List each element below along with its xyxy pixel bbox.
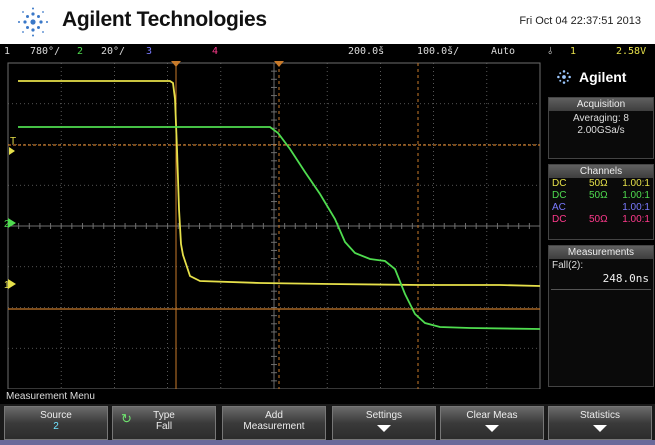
trigger-level[interactable]: 2.58V: [616, 46, 647, 57]
channel-impedance: 50Ω: [589, 190, 608, 201]
channel-impedance: 50Ω: [589, 178, 608, 189]
bottom-strip: [0, 440, 655, 445]
ch1-scale[interactable]: 780°/: [30, 46, 61, 57]
ch2-ground-marker[interactable]: 2: [4, 218, 16, 230]
softkey-bar: Source 2 ↻ Type Fall Add Measurement Set…: [0, 404, 655, 440]
add-label: Add: [265, 410, 283, 421]
ch2-scale[interactable]: 20°/: [101, 46, 126, 57]
ch2-number[interactable]: 2: [77, 46, 84, 57]
graticule: [7, 62, 541, 389]
waveform-display[interactable]: 1 2 T: [0, 59, 545, 389]
channel-coupling: DC: [552, 190, 567, 201]
trigger-edge-icon: ⫰: [548, 46, 553, 57]
acquisition-panel: Acquisition Averaging: 8 2.00GSa/s: [548, 97, 654, 159]
measurement-label: Fall(2):: [552, 260, 584, 271]
status-bar: 1 780°/ 2 20°/ 3 4 200.0š 100.0š/ Auto ⫰…: [0, 44, 655, 59]
type-label: Type: [153, 410, 175, 421]
ch4-number[interactable]: 4: [212, 46, 219, 57]
clear-meas-button[interactable]: Clear Meas: [440, 406, 544, 440]
channel-row: DC 50Ω 1.00:1: [549, 178, 653, 190]
channel-probe-ratio: 1.00:1: [622, 202, 650, 213]
ch1-number[interactable]: 1: [4, 46, 11, 57]
ch1-waveform: [18, 80, 541, 287]
channels-panel: Channels DC 50Ω 1.00:1 DC 50Ω 1.00:1 AC 1.00:1 D…: [548, 164, 654, 240]
rotate-knob-icon: ↻: [121, 411, 132, 426]
trigger-position-marker[interactable]: [171, 61, 181, 67]
measurements-title: Measurements: [549, 246, 653, 259]
sidebar: Agilent Acquisition Averaging: 8 2.00GSa…: [545, 59, 655, 389]
submenu-arrow-icon: [377, 425, 391, 432]
submenu-arrow-icon: [593, 425, 607, 432]
ch3-number[interactable]: 3: [146, 46, 153, 57]
channel-coupling: DC: [552, 178, 567, 189]
menu-title: Measurement Menu: [0, 389, 655, 404]
channels-title: Channels: [549, 165, 653, 178]
delay-marker: [274, 61, 284, 67]
settings-button[interactable]: Settings: [332, 406, 436, 440]
sidebar-logo-text: Agilent: [579, 69, 627, 85]
ch2-waveform: [18, 126, 541, 330]
statistics-button[interactable]: Statistics: [548, 406, 652, 440]
statistics-label: Statistics: [579, 410, 620, 421]
title-bar: Agilent Technologies Fri Oct 04 22:37:51…: [0, 0, 655, 44]
sidebar-logo: Agilent: [553, 67, 626, 92]
channel-probe-ratio: 1.00:1: [622, 190, 650, 201]
trigger-level-marker[interactable]: T: [9, 136, 16, 155]
agilent-spark-icon: [557, 70, 571, 84]
source-label: Source: [40, 410, 72, 421]
measurement-value: 248.0ns: [602, 272, 649, 285]
channel-row: AC 1.00:1: [549, 202, 653, 214]
acquisition-rate: 2.00GSa/s: [577, 125, 625, 136]
clear-meas-label: Clear Meas: [466, 410, 518, 421]
source-value: 2: [53, 421, 59, 432]
channel-coupling: AC: [552, 202, 566, 213]
svg-text:1: 1: [4, 280, 10, 291]
type-value: Fall: [155, 421, 173, 432]
measurement-divider: [551, 289, 651, 290]
measurement-label-2: Measurement: [243, 421, 305, 432]
svg-text:T: T: [10, 136, 16, 147]
add-measurement-button[interactable]: Add Measurement: [222, 406, 326, 440]
acquisition-title: Acquisition: [549, 98, 653, 111]
channel-impedance: 50Ω: [589, 214, 608, 225]
ch1-ground-marker[interactable]: 1: [4, 279, 16, 291]
timebase-value[interactable]: 100.0š/: [417, 46, 460, 57]
measurements-panel: Measurements Fall(2): 248.0ns: [548, 245, 654, 387]
delay-value[interactable]: 200.0š: [348, 46, 385, 57]
type-button[interactable]: ↻ Type Fall: [112, 406, 216, 440]
agilent-spark-logo: [18, 7, 48, 37]
settings-label: Settings: [365, 410, 403, 421]
channel-probe-ratio: 1.00:1: [622, 214, 650, 225]
channel-coupling: DC: [552, 214, 567, 225]
channel-probe-ratio: 1.00:1: [622, 178, 650, 189]
trigger-mode[interactable]: Auto: [491, 46, 516, 57]
svg-text:2: 2: [4, 219, 10, 230]
source-button[interactable]: Source 2: [4, 406, 108, 440]
trigger-channel: 1: [570, 46, 577, 57]
acquisition-mode: Averaging: 8: [573, 113, 629, 124]
channel-row: DC 50Ω 1.00:1: [549, 190, 653, 202]
brand-name: Agilent Technologies: [62, 8, 267, 31]
channel-row: DC 50Ω 1.00:1: [549, 214, 653, 226]
submenu-arrow-icon: [485, 425, 499, 432]
date-time: Fri Oct 04 22:37:51 2013: [519, 15, 641, 27]
